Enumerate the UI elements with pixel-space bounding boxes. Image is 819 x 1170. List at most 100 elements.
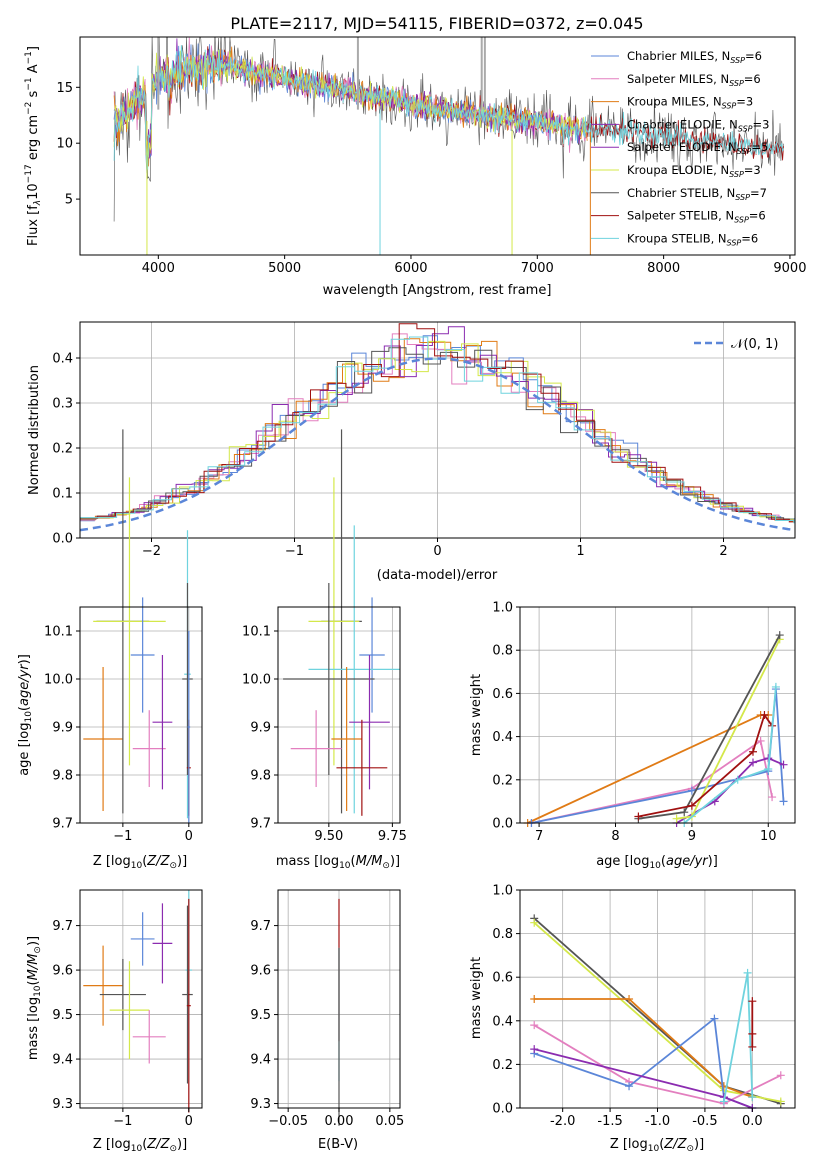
x-tick-label: 1 (576, 544, 584, 559)
weight-age-xlabel: age [log10(age/yr)] (596, 854, 718, 871)
x-tick-label: 0 (433, 544, 441, 559)
y-tick-label: 9.3 (250, 1097, 271, 1112)
x-tick-label: −0.05 (268, 1114, 308, 1129)
mass-z-ylabel: mass [log10(M/M⊙)] (26, 936, 43, 1060)
kroupa_elodie-weight-marker (672, 814, 681, 823)
salpeter_stelib-weight-marker (748, 747, 757, 756)
y-tick-label: 9.9 (250, 721, 271, 736)
salpeter_stelib-weight-marker (634, 812, 643, 821)
x-tick-label: -0.5 (692, 1114, 717, 1129)
y-tick-label: 0.8 (492, 927, 513, 942)
weight-vs-age-panel: 7 8 9 10 0.0 0.2 0.4 0.6 0.8 1.0 (492, 601, 796, 844)
age-z-xlabel: Z [log10(Z/Z⊙)] (93, 854, 187, 871)
y-tick-label: 9.5 (250, 1008, 271, 1023)
spectrum-axes: 4000 5000 6000 7000 8000 9000 5 10 15 (56, 81, 806, 276)
chabrier_elodie-legend-label: Chabrier ELODIE, NSSP=3 (627, 117, 769, 133)
kroupa_stelib-weight-marker (733, 775, 742, 784)
chabrier_elodie-weight-marker (530, 1045, 539, 1054)
salpeter_miles-legend-label: Salpeter MILES, NSSP=6 (627, 72, 761, 88)
x-tick-label: −1 (285, 544, 304, 559)
spectrum-frame (79, 36, 796, 256)
y-tick-label: 9.6 (250, 964, 271, 979)
x-tick-label: -1.5 (597, 1114, 622, 1129)
spectrum-lines (113, 37, 784, 255)
salpeter_stelib-weight-marker (748, 1029, 757, 1038)
x-tick-label: 0 (185, 829, 193, 844)
chabrier_miles-weight-marker (625, 1082, 634, 1091)
chabrier_elodie-weight-marker (748, 758, 757, 767)
salpeter_stelib-weight-marker (687, 801, 696, 810)
salpeter_stelib-weight-line (638, 712, 773, 818)
age-vs-Z-frame (79, 606, 203, 824)
x-tick-label: 7 (535, 829, 543, 844)
spectrum-panel: 4000 5000 6000 7000 8000 9000 5 10 15 Chabrier M… (24, 36, 806, 298)
y-tick-label: 9.4 (250, 1053, 271, 1068)
spectrum-xlabel: wavelength [Angstrom, rest frame] (323, 283, 552, 298)
kroupa_miles-weight-marker (625, 995, 634, 1003)
chabrier_miles-weight-marker (779, 797, 788, 806)
salpeter_stelib-weight-marker (748, 1042, 757, 1051)
x-tick-label: 5000 (268, 261, 301, 276)
chabrier_miles-weight-line (533, 1016, 753, 1109)
salpeter_stelib-weight-marker (748, 997, 757, 1006)
x-tick-label: 8000 (647, 261, 680, 276)
x-tick-label: 9 (688, 829, 696, 844)
x-tick-label: −1 (113, 1114, 132, 1129)
residuals-ylabel: Normed distribution (27, 365, 42, 495)
kroupa_stelib-legend-label: Kroupa STELIB, NSSP=6 (627, 231, 758, 247)
kroupa_stelib-histogram (80, 336, 795, 524)
y-tick-label: 0.8 (492, 644, 513, 659)
x-tick-label: -1.0 (645, 1114, 670, 1129)
kroupa_elodie-legend-label: Kroupa ELODIE, NSSP=3 (627, 163, 761, 179)
age-z-ylabel: age [log10(age/yr)] (17, 654, 34, 776)
weight-vs-Z-panel: -2.0 -1.5 -1.0 -0.5 0.0 0.0 0.2 0.4 0.6 0.8 1.0 (492, 884, 796, 1129)
kroupa_stelib-weight-marker (771, 682, 780, 691)
x-tick-label: −2 (142, 544, 161, 559)
y-tick-label: 9.7 (250, 817, 271, 832)
y-tick-label: 0.2 (492, 1058, 513, 1073)
x-tick-label: -2.0 (550, 1114, 575, 1129)
kroupa_stelib-weight-line (683, 686, 777, 824)
salpeter_elodie-legend-label: Salpeter ELODIE, NSSP=5 (627, 140, 768, 156)
y-tick-label: 1.0 (492, 601, 513, 616)
chabrier_miles-weight-marker (710, 1014, 719, 1023)
y-tick-label: 0.2 (52, 442, 73, 457)
y-tick-label: 10 (56, 137, 73, 152)
figure-title: PLATE=2117, MJD=54115, FIBERID=0372, z=0… (230, 14, 643, 33)
y-tick-label: 9.3 (52, 1097, 73, 1112)
salpeter_miles-weight-marker (530, 1021, 539, 1030)
normal-curve (79, 357, 796, 532)
age-vs-Z-marks (83, 429, 193, 823)
y-tick-label: 0.3 (52, 397, 73, 412)
mass-vs-Z-frame (79, 889, 203, 1109)
y-tick-label: 9.9 (52, 721, 73, 736)
weight-z-ylabel: mass weight (469, 957, 484, 1039)
y-tick-label: 0.4 (492, 1014, 513, 1029)
y-tick-label: 0.2 (492, 773, 513, 788)
y-tick-label: 9.6 (52, 964, 73, 979)
kroupa_elodie-weight-marker (776, 1097, 785, 1106)
salpeter_miles-weight-marker (768, 793, 777, 802)
x-tick-label: 2 (719, 544, 727, 559)
y-tick-label: 15 (56, 81, 73, 96)
kroupa_miles-weight-marker (530, 995, 539, 1003)
kroupa_stelib-weight-marker (743, 968, 752, 977)
x-tick-label: 8 (611, 829, 619, 844)
mass-vs-Z-panel: −1 0 9.3 9.4 9.5 9.6 9.7 (52, 889, 203, 1129)
x-tick-label: 0.0 (742, 1114, 763, 1129)
mass-z-xlabel: Z [log10(Z/Z⊙)] (93, 1137, 187, 1154)
salpeter_miles-histogram (80, 333, 795, 523)
kroupa_stelib-weight-marker (719, 1097, 728, 1106)
ebv-xlabel: E(B-V) (318, 1137, 358, 1152)
mass-vs-Z-marks (83, 890, 193, 1113)
y-tick-label: 0.4 (52, 352, 73, 367)
age-vs-mass-panel: 9.50 9.75 9.7 9.8 9.9 10.0 10.1 (242, 429, 407, 844)
y-tick-label: 9.7 (52, 919, 73, 934)
chabrier_elodie-histogram (80, 326, 795, 521)
y-tick-label: 0.4 (492, 730, 513, 745)
kroupa_stelib-spectrum-line (113, 45, 784, 170)
normal-legend-label: 𝒩(0, 1) (731, 337, 778, 352)
kroupa_miles-weight-line (534, 998, 753, 1098)
y-tick-label: 9.7 (250, 919, 271, 934)
